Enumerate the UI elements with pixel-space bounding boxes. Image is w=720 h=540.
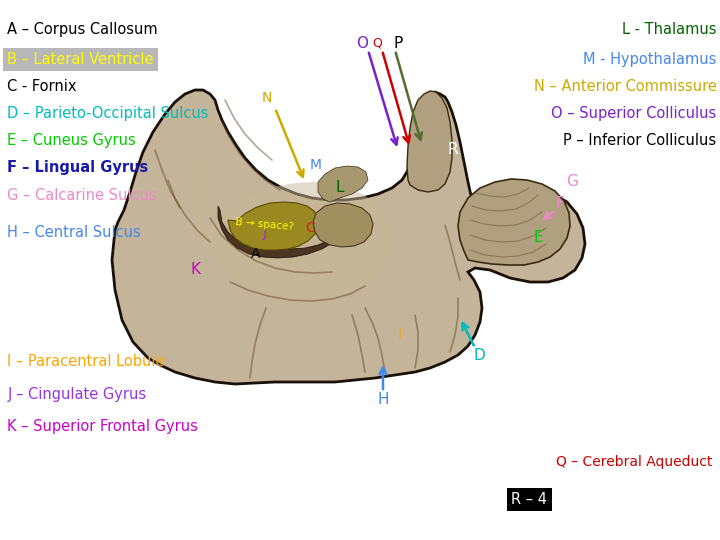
Text: F: F [556,197,564,212]
Text: B – Lateral Ventricle: B – Lateral Ventricle [7,52,153,67]
Text: O – Superior Colliculus: O – Superior Colliculus [551,106,716,121]
Text: J: J [263,225,267,240]
Text: L - Thalamus: L - Thalamus [622,22,716,37]
Text: A: A [251,247,261,261]
Text: I: I [398,328,402,342]
Text: E – Cuneus Gyrus: E – Cuneus Gyrus [7,133,136,148]
Text: O: O [356,36,368,51]
Text: B → space?: B → space? [235,218,294,233]
Text: A – Corpus Callosum: A – Corpus Callosum [7,22,158,37]
Text: D – Parieto-Occipital Sulcus: D – Parieto-Occipital Sulcus [7,106,209,121]
Polygon shape [218,206,346,258]
Text: C: C [305,221,315,235]
Polygon shape [313,203,373,247]
Text: N – Anterior Commissure: N – Anterior Commissure [534,79,716,94]
Text: P: P [393,36,402,51]
Text: C - Fornix: C - Fornix [7,79,77,94]
Text: L: L [336,180,344,195]
Text: M - Hypothalamus: M - Hypothalamus [583,52,716,67]
Text: K – Superior Frontal Gyrus: K – Superior Frontal Gyrus [7,419,198,434]
Polygon shape [193,150,390,298]
Text: Q – Cerebral Aqueduct: Q – Cerebral Aqueduct [557,455,713,469]
Text: I – Paracentral Lobule: I – Paracentral Lobule [7,354,165,369]
Text: H – Central Sulcus: H – Central Sulcus [7,225,141,240]
Text: Ventricle: Ventricle [551,495,620,510]
Text: Q: Q [372,37,382,50]
Polygon shape [112,90,585,384]
Text: R – 4: R – 4 [511,492,547,507]
Polygon shape [458,179,570,265]
Text: N: N [262,91,272,105]
Text: M: M [310,158,322,172]
Text: th: th [551,483,562,492]
Text: E: E [534,231,543,246]
Polygon shape [318,166,368,202]
Polygon shape [228,202,318,250]
Polygon shape [407,91,452,192]
Text: D: D [473,348,485,363]
Text: G – Calcarine Sulcus: G – Calcarine Sulcus [7,188,157,203]
Text: K: K [191,262,201,278]
Text: R: R [448,143,459,158]
Text: H: H [377,393,389,408]
Text: J – Cingulate Gyrus: J – Cingulate Gyrus [7,387,146,402]
Text: G: G [566,174,578,190]
Text: F – Lingual Gyrus: F – Lingual Gyrus [7,160,148,175]
Text: P – Inferior Colliculus: P – Inferior Colliculus [563,133,716,148]
